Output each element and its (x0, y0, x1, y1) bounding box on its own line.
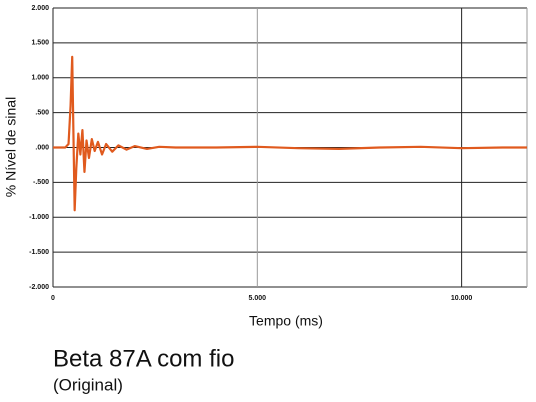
y-tick-label: -1.500 (29, 249, 49, 256)
chart-title: Beta 87A com fio (53, 345, 234, 372)
x-tick-label: 10.000 (451, 295, 473, 302)
y-tick-label: -2.000 (29, 284, 49, 291)
x-tick-label: 0 (51, 295, 55, 302)
y-tick-label: .000 (35, 144, 49, 151)
y-tick-label: 1.000 (31, 75, 49, 82)
y-tick-label: -.500 (33, 179, 49, 186)
y-tick-label: 2.000 (31, 5, 49, 12)
y-tick-label: 1.500 (31, 40, 49, 47)
chart-subtitle: (Original) (53, 375, 123, 394)
y-tick-label: .500 (35, 109, 49, 116)
x-tick-label: 5.000 (249, 295, 267, 302)
data-line (53, 55, 527, 212)
x-axis-label: Tempo (ms) (249, 313, 323, 329)
y-tick-label: -1.000 (29, 214, 49, 221)
y-axis-label: % Nível de sinal (3, 97, 19, 197)
